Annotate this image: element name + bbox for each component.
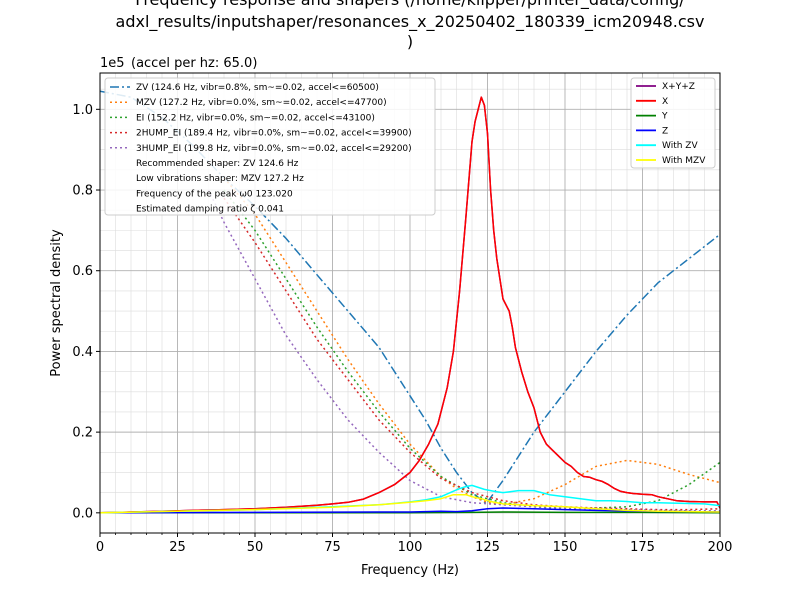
x-tick-label: 200 <box>708 540 733 555</box>
chart-title-line-2: adxl_results/inputshaper/resonances_x_20… <box>116 12 705 32</box>
right-legend-entry: Y <box>661 112 668 122</box>
x-tick-label: 100 <box>398 540 423 555</box>
left-legend-entry: 2HUMP_EI (189.4 Hz, vibr=0.0%, sm~=0.02,… <box>136 129 412 139</box>
shaper-curve-mzv <box>223 177 720 506</box>
accel-per-hz-label: (accel per hz: 65.0) <box>131 56 257 71</box>
right-legend-entry: With ZV <box>662 141 698 151</box>
left-legend-entry: 3HUMP_EI (199.8 Hz, vibr=0.0%, sm~=0.02,… <box>136 144 412 154</box>
x-tick-label: 175 <box>630 540 655 555</box>
y-tick-label: 0.8 <box>72 184 93 199</box>
psd-curve-with-mzv <box>100 493 720 514</box>
right-legend-entry: Z <box>662 126 668 136</box>
left-legend-note: Frequency of the peak ω0 123.020 <box>136 189 293 199</box>
chart-title-line-3: ) <box>407 32 413 51</box>
psd-curves <box>100 96 720 514</box>
shaper-curves <box>100 90 720 512</box>
x-axis-label: Frequency (Hz) <box>361 563 459 578</box>
y-tick-label: 1.0 <box>72 103 93 118</box>
y-tick-label: 0.6 <box>72 264 93 279</box>
shaper-curve-zv <box>100 90 720 505</box>
right-legend: X+Y+Z XYZ With ZV With MZV <box>630 77 716 169</box>
left-legend-note: Recommended shaper: ZV 124.6 Hz <box>136 159 299 169</box>
left-legend-box <box>104 77 436 216</box>
axis-ticks: 0 25 50 75 100 125 150 175 200 0.0 0.2 0.4 0.6 0.8 1.0 <box>72 103 732 555</box>
x-tick-label: 150 <box>553 540 578 555</box>
right-legend-entry: X+Y+Z <box>662 82 695 92</box>
x-tick-label: 75 <box>324 540 341 555</box>
y-tick-label: 0.0 <box>72 506 93 521</box>
left-legend: ZV (124.6 Hz, vibr=0.8%, sm~=0.02, accel… <box>104 77 436 216</box>
left-legend-entry: MZV (127.2 Hz, vibr=0.0%, sm~=0.02, acce… <box>136 98 387 108</box>
x-tick-label: 0 <box>96 540 104 555</box>
y-offset-label: 1e5 <box>100 56 125 71</box>
chart-title-line-1: Frequency response and shapers (/home/kl… <box>135 0 685 10</box>
x-tick-label: 50 <box>247 540 264 555</box>
left-legend-entry: EI (152.2 Hz, vibr=0.0%, sm~=0.02, accel… <box>136 113 375 123</box>
x-tick-label: 25 <box>169 540 186 555</box>
y-tick-label: 0.2 <box>72 426 93 441</box>
x-tick-label: 125 <box>475 540 500 555</box>
left-legend-entry: ZV (124.6 Hz, vibr=0.8%, sm~=0.02, accel… <box>136 83 379 93</box>
psd-curve-x <box>100 96 720 514</box>
left-legend-note: Estimated damping ratio ζ 0.041 <box>136 205 284 215</box>
left-legend-note: Low vibrations shaper: MZV 127.2 Hz <box>136 174 304 184</box>
right-legend-entry: X <box>662 97 668 107</box>
right-legend-entry: With MZV <box>662 156 706 166</box>
y-axis-label: Power spectral density <box>49 229 64 377</box>
shaper-curve-ei <box>223 189 720 510</box>
y-tick-label: 0.4 <box>72 345 93 360</box>
shaper-curve-2hump_ei <box>223 197 720 511</box>
